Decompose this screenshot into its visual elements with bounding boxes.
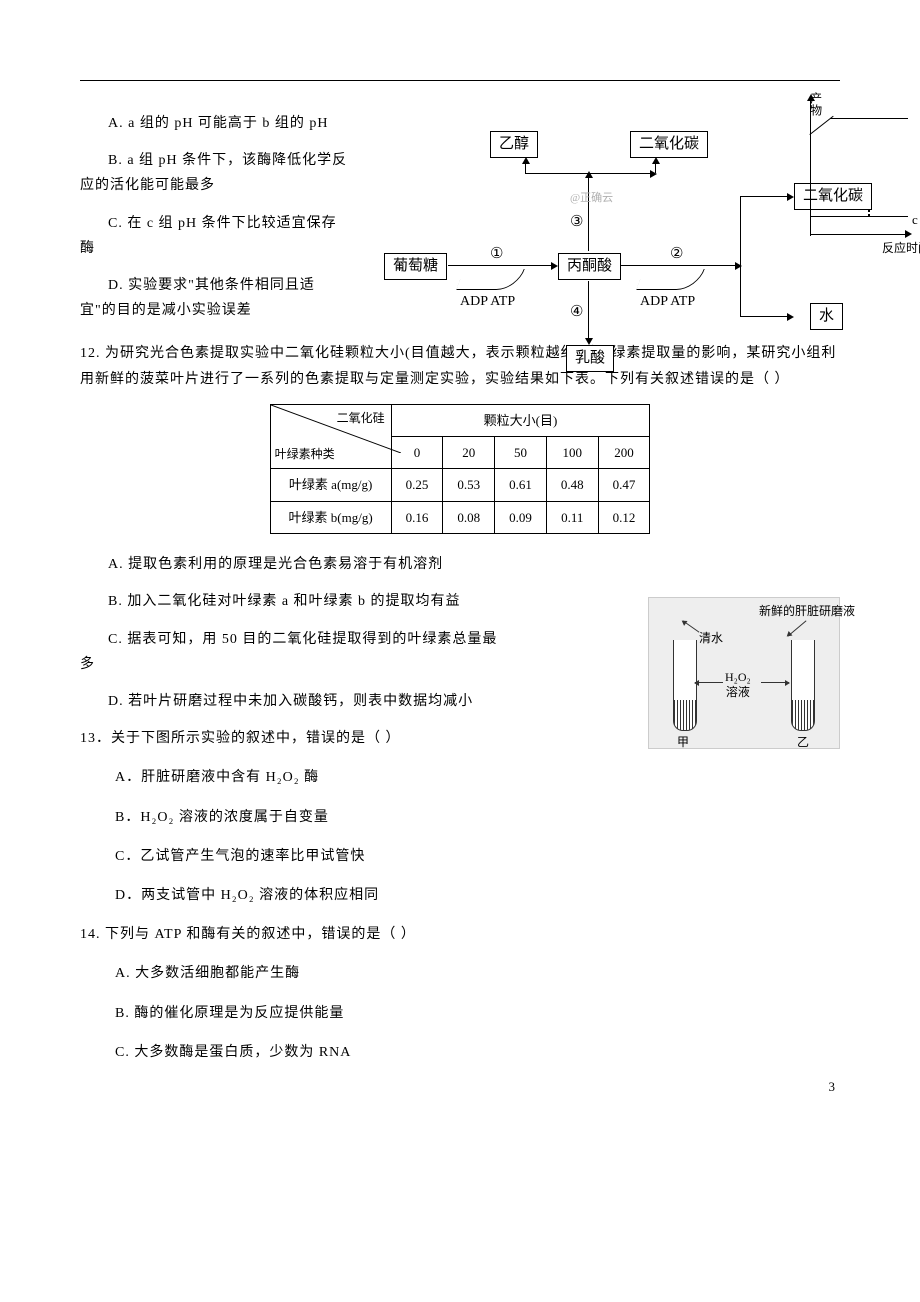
arrow-to-co2-1 [655, 159, 656, 173]
line-top-h [525, 173, 655, 174]
diag-bot: 叶绿素种类 [275, 444, 335, 466]
tube-figure: 清水 新鲜的肝脏研磨液 H₂O₂ 溶液 甲 乙 [648, 597, 840, 749]
q14-opt-c: C. 大多数酶是蛋白质，少数为 RNA [115, 1040, 840, 1065]
adp-atp-2: ADP ATP [640, 289, 695, 314]
ethanol-box: 乙醇 [490, 131, 538, 158]
q13-opt-c: C．乙试管产生气泡的速率比甲试管快 [115, 844, 840, 869]
q14-opt-b: B. 酶的催化原理是为反应提供能量 [115, 1001, 840, 1026]
mini-chart: 产物 c 反应时间 [810, 96, 910, 236]
q11-opt-a: A. a 组的 pH 可能高于 b 组的 pH [80, 111, 350, 136]
label-h2o2: H₂O₂ 溶液 [725, 670, 751, 699]
row0-v3: 0.48 [546, 469, 598, 501]
col-3: 100 [546, 437, 598, 469]
row1-v0: 0.16 [391, 501, 443, 533]
curve-1 [456, 269, 525, 290]
q12-options-block: A. 提取色素利用的原理是光合色素易溶于有机溶剂 B. 加入二氧化硅对叶绿素 a… [80, 552, 840, 714]
arrow-3 [588, 173, 589, 251]
lactic-box: 乳酸 [566, 345, 614, 372]
row0-label: 叶绿素 a(mg/g) [270, 469, 391, 501]
circ-4: ④ [570, 299, 583, 326]
x-label: 反应时间 [882, 238, 920, 260]
chart-line-rise [809, 116, 833, 135]
arrow-water [683, 621, 700, 633]
arrow-to-co2-2 [740, 196, 792, 197]
q11-opt-c: C. 在 c 组 pH 条件下比较适宜保存酶 [80, 211, 350, 261]
label-jia: 甲 [677, 732, 689, 754]
row0-v4: 0.47 [598, 469, 650, 501]
pyruvate-box: 丙酮酸 [558, 253, 621, 280]
arrow-liver [787, 621, 806, 637]
q11-opt-b: B. a 组 pH 条件下，该酶降低化学反应的活化能可能最多 [80, 148, 350, 198]
arrow-4 [588, 281, 589, 343]
diag-cell: 二氧化硅 叶绿素种类 [270, 404, 391, 469]
tube-yi [791, 640, 815, 731]
row1-label: 叶绿素 b(mg/g) [270, 501, 391, 533]
co2-box-1: 二氧化碳 [630, 131, 708, 158]
adp-atp-1: ADP ATP [460, 289, 515, 314]
col-1: 20 [443, 437, 495, 469]
top-rule [80, 80, 840, 81]
q13-opt-a: A．肝脏研磨液中含有 H₂O₂ 酶 [115, 765, 840, 790]
arrow-to-ethanol [525, 159, 526, 173]
q11-block: A. a 组的 pH 可能高于 b 组的 pH B. a 组 pH 条件下，该酶… [80, 111, 840, 323]
col-4: 200 [598, 437, 650, 469]
col-2: 50 [495, 437, 547, 469]
diag-top: 二氧化硅 [337, 408, 385, 430]
arrow-to-water [740, 316, 792, 317]
label-yi: 乙 [797, 732, 809, 754]
q11-opt-d: D. 实验要求"其他条件相同且适宜"的目的是减小实验误差 [80, 273, 350, 323]
row0-v1: 0.53 [443, 469, 495, 501]
arrow-h2o2-r [761, 682, 789, 683]
table-row: 叶绿素 b(mg/g) 0.16 0.08 0.09 0.11 0.12 [270, 501, 650, 533]
arrow-h2o2-l [695, 682, 723, 683]
page-number: 3 [829, 1075, 836, 1098]
circ-2: ② [670, 241, 683, 268]
label-water: 清水 [699, 628, 723, 650]
row1-v3: 0.11 [546, 501, 598, 533]
label-liver: 新鲜的肝脏研磨液 [759, 604, 855, 618]
q13-opt-b: B．H₂O₂ 溶液的浓度属于自变量 [115, 805, 840, 830]
row1-v1: 0.08 [443, 501, 495, 533]
circ-1: ① [490, 241, 503, 268]
row1-v4: 0.12 [598, 501, 650, 533]
row0-v0: 0.25 [391, 469, 443, 501]
watermark: @正确云 [570, 189, 613, 209]
water-box: 水 [810, 303, 843, 330]
row0-v2: 0.61 [495, 469, 547, 501]
q14-stem: 14. 下列与 ATP 和酶有关的叙述中，错误的是（ ） [80, 922, 840, 947]
y-label: 产物 [804, 92, 826, 116]
q14-opt-a: A. 大多数活细胞都能产生酶 [115, 961, 840, 986]
curve-2 [636, 269, 705, 290]
row1-v2: 0.09 [495, 501, 547, 533]
line-c-label: c [912, 208, 918, 231]
glucose-box: 葡萄糖 [384, 253, 447, 280]
chart-line-c [810, 216, 908, 217]
q12-table: 二氧化硅 叶绿素种类 颗粒大小(目) 0 20 50 100 200 叶绿素 a… [270, 404, 651, 535]
chart-line-flat [830, 118, 908, 119]
q12-opt-c: C. 据表可知，用 50 目的二氧化硅提取得到的叶绿素总量最 [80, 627, 570, 652]
q13-opt-d: D．两支试管中 H₂O₂ 溶液的体积应相同 [115, 883, 840, 908]
q12-opt-a: A. 提取色素利用的原理是光合色素易溶于有机溶剂 [80, 552, 840, 577]
col-header: 颗粒大小(目) [391, 404, 650, 436]
line-right-v [740, 196, 741, 316]
circ-3: ③ [570, 209, 583, 236]
metabolic-diagram: 葡萄糖 ① ADP ATP 丙酮酸 ③ @正确云 乙醇 二氧化碳 ④ 乳酸 [370, 101, 920, 391]
table-row: 叶绿素 a(mg/g) 0.25 0.53 0.61 0.48 0.47 [270, 469, 650, 501]
